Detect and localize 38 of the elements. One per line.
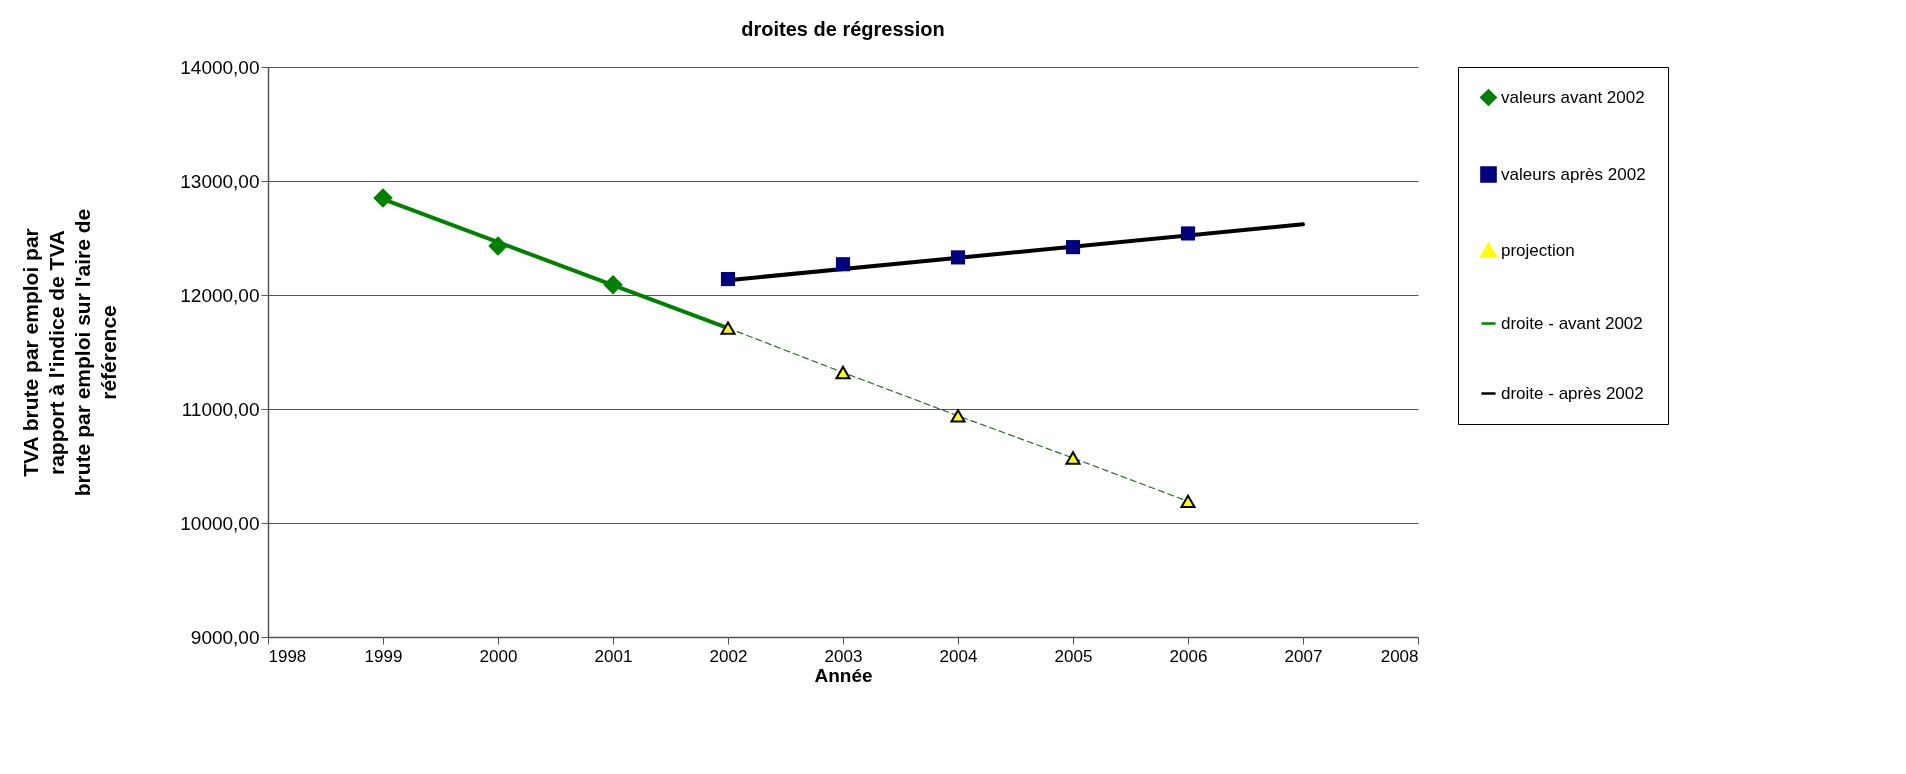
point — [835, 365, 851, 380]
point — [1065, 240, 1081, 255]
point — [950, 250, 966, 265]
y-tick-label: 10000,00 — [180, 512, 260, 534]
x-tick-label: 2008 — [1380, 646, 1419, 666]
y-tick-label: 11000,00 — [181, 398, 260, 420]
point — [1065, 451, 1081, 465]
y-tick-label: 12000,00 — [180, 284, 260, 306]
x-tick-label: 2000 — [479, 646, 518, 666]
legend-label: droite - après 2002 — [1501, 383, 1644, 403]
y-tick-label: 13000,00 — [180, 170, 260, 192]
point — [835, 257, 851, 272]
legend-label: droite - avant 2002 — [1501, 313, 1643, 333]
point — [488, 236, 508, 256]
legend-label: valeurs avant 2002 — [1501, 87, 1645, 107]
point — [1180, 494, 1196, 508]
x-axis-title: Année — [814, 664, 873, 686]
x-tick-label: 2004 — [939, 646, 978, 666]
point — [720, 321, 736, 335]
x-tick-label: 2007 — [1284, 646, 1323, 666]
x-tick-label: 2001 — [594, 646, 633, 666]
x-tick-label: 2003 — [824, 646, 863, 666]
legend-label: valeurs après 2002 — [1501, 164, 1646, 184]
point — [373, 188, 393, 208]
legend-label: projection — [1501, 240, 1575, 260]
point — [603, 274, 623, 295]
point — [1180, 226, 1196, 241]
x-tick-label: 1999 — [364, 646, 403, 666]
y-axis-title: TVA brute par emploi par rapport à l'indice de TVA brute par emploi sur l'aire de référence — [19, 208, 121, 497]
point — [950, 409, 966, 423]
chart-title: droites de régression — [741, 18, 945, 40]
x-tick-label: 1998 — [268, 646, 307, 666]
x-tick-label: 2005 — [1054, 646, 1093, 666]
y-tick-label: 9000,00 — [190, 626, 260, 648]
x-tick-label: 2006 — [1169, 646, 1208, 666]
x-tick-label: 2002 — [709, 646, 748, 666]
point — [720, 271, 736, 287]
y-tick-label: 14000,00 — [180, 56, 260, 78]
